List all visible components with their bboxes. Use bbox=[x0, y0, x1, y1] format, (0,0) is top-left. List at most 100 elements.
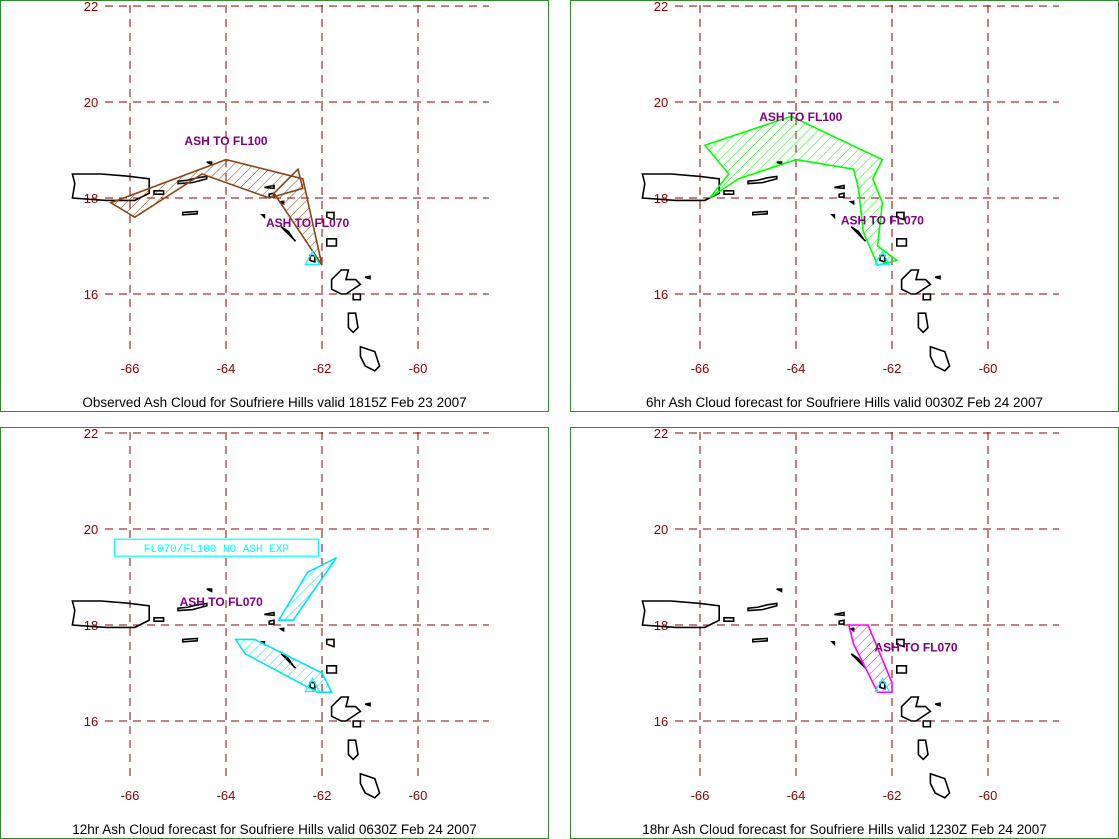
y-tick-label: 18 bbox=[84, 191, 98, 206]
st-croix-outline bbox=[752, 210, 768, 216]
ash-level-label: ASH TO FL070 bbox=[266, 216, 349, 230]
martinique-outline bbox=[359, 772, 381, 799]
ash-level-label: ASH TO FL100 bbox=[759, 110, 842, 124]
x-tick-label: -60 bbox=[409, 788, 428, 803]
x-tick-label: -62 bbox=[313, 788, 332, 803]
y-tick-label: 22 bbox=[654, 428, 668, 441]
ash-level-label: ASH TO FL070 bbox=[841, 213, 924, 227]
dominica-outline bbox=[917, 312, 929, 334]
barbuda-outline bbox=[895, 211, 905, 221]
marie-galante-outline bbox=[922, 720, 932, 728]
x-tick-label: -60 bbox=[979, 788, 998, 803]
guadeloupe-outline bbox=[900, 696, 932, 722]
anegada-outline bbox=[206, 161, 213, 166]
la-desirade-outline bbox=[934, 275, 941, 280]
panel-caption: 6hr Ash Cloud forecast for Soufriere Hil… bbox=[646, 395, 1043, 410]
x-tick-label: -64 bbox=[787, 788, 806, 803]
y-tick-label: 16 bbox=[654, 714, 668, 729]
anguilla-outline bbox=[264, 611, 275, 617]
martinique-outline bbox=[359, 345, 381, 372]
y-tick-label: 20 bbox=[654, 522, 668, 537]
virgin-islands-outline bbox=[747, 602, 778, 612]
y-tick-label: 18 bbox=[654, 191, 668, 206]
vieques-outline bbox=[153, 617, 165, 622]
volcano-triangle bbox=[874, 250, 891, 266]
st-croix-outline bbox=[182, 637, 198, 643]
antigua-outline bbox=[895, 238, 908, 247]
x-tick-label: -64 bbox=[217, 788, 236, 803]
puerto-rico-outline bbox=[71, 600, 150, 629]
ash-cloud-polygon bbox=[703, 115, 899, 267]
ash-cloud-polygon bbox=[108, 158, 323, 266]
volcano-triangle bbox=[304, 250, 321, 266]
x-tick-label: -66 bbox=[691, 788, 710, 803]
map-svg: -66 -64 -62 -60 16 18 20 22 ASH TO FL070 bbox=[641, 428, 1059, 803]
y-tick-label: 16 bbox=[84, 714, 98, 729]
st-barts-outline bbox=[848, 200, 855, 206]
virgin-islands-outline bbox=[177, 602, 208, 612]
martinique-outline bbox=[929, 345, 951, 372]
martinique-outline bbox=[929, 772, 951, 799]
la-desirade-outline bbox=[364, 275, 371, 280]
guadeloupe-outline bbox=[330, 696, 362, 722]
map-panel-6hr-forecast: -66 -64 -62 -60 16 18 20 22 ASH TO FL100 ASH TO F… bbox=[570, 0, 1119, 412]
x-tick-label: -66 bbox=[691, 361, 710, 376]
x-tick-label: -62 bbox=[883, 361, 902, 376]
y-tick-label: 20 bbox=[654, 95, 668, 110]
panel-caption: Observed Ash Cloud for Soufriere Hills v… bbox=[82, 395, 467, 410]
panel-caption: 12hr Ash Cloud forecast for Soufriere Hi… bbox=[72, 822, 477, 837]
vieques-outline bbox=[723, 190, 735, 195]
ash-cloud-polygon bbox=[234, 638, 333, 694]
st-croix-outline bbox=[752, 637, 768, 643]
st-barts-outline bbox=[278, 627, 285, 633]
saba-outline bbox=[830, 641, 836, 647]
anguilla-outline bbox=[834, 184, 845, 190]
y-tick-label: 22 bbox=[84, 428, 98, 441]
barbuda-outline bbox=[325, 211, 335, 221]
vieques-outline bbox=[723, 617, 735, 622]
dominica-outline bbox=[347, 312, 359, 334]
saba-outline bbox=[260, 214, 266, 220]
map-panel-18hr-forecast: -66 -64 -62 -60 16 18 20 22 ASH TO FL070 18hr As… bbox=[570, 427, 1119, 839]
anegada-outline bbox=[206, 588, 213, 593]
x-tick-label: -60 bbox=[409, 361, 428, 376]
y-tick-label: 16 bbox=[654, 287, 668, 302]
ash-level-label: ASH TO FL100 bbox=[184, 134, 267, 148]
y-tick-label: 20 bbox=[84, 95, 98, 110]
guadeloupe-outline bbox=[900, 269, 932, 295]
map-panel-12hr-forecast: -66 -64 -62 -60 16 18 20 22 FL070/FL100 NO ASH E… bbox=[0, 427, 549, 839]
dominica-outline bbox=[917, 739, 929, 761]
virgin-islands-outline bbox=[747, 175, 778, 185]
x-tick-label: -60 bbox=[979, 361, 998, 376]
puerto-rico-outline bbox=[641, 600, 720, 629]
marie-galante-outline bbox=[352, 293, 362, 301]
panel-caption: 18hr Ash Cloud forecast for Soufriere Hi… bbox=[642, 822, 1047, 837]
la-desirade-outline bbox=[364, 702, 371, 707]
y-tick-label: 18 bbox=[84, 618, 98, 633]
st-kitts-outline bbox=[280, 226, 297, 242]
st-martin-outline bbox=[268, 619, 275, 625]
marie-galante-outline bbox=[352, 720, 362, 728]
antigua-outline bbox=[325, 238, 338, 247]
ash-level-label: ASH TO FL070 bbox=[874, 640, 957, 654]
map-panel-observed: -66 -64 -62 -60 16 18 20 22 ASH TO FL100 ASH TO F… bbox=[0, 0, 549, 412]
x-tick-label: -66 bbox=[121, 361, 140, 376]
st-martin-outline bbox=[838, 619, 845, 625]
anguilla-outline bbox=[834, 611, 845, 617]
dominica-outline bbox=[347, 739, 359, 761]
x-tick-label: -64 bbox=[787, 361, 806, 376]
y-tick-label: 20 bbox=[84, 522, 98, 537]
anegada-outline bbox=[776, 588, 783, 593]
x-tick-label: -64 bbox=[217, 361, 236, 376]
st-kitts-outline bbox=[850, 226, 867, 242]
y-tick-label: 18 bbox=[654, 618, 668, 633]
y-tick-label: 22 bbox=[654, 1, 668, 14]
saba-outline bbox=[830, 214, 836, 220]
x-tick-label: -62 bbox=[313, 361, 332, 376]
volcano-triangle bbox=[304, 677, 321, 693]
barbuda-outline bbox=[895, 638, 905, 648]
la-desirade-outline bbox=[934, 702, 941, 707]
guadeloupe-outline bbox=[330, 269, 362, 295]
x-tick-label: -62 bbox=[883, 788, 902, 803]
ash-level-label: ASH TO FL070 bbox=[180, 595, 263, 609]
